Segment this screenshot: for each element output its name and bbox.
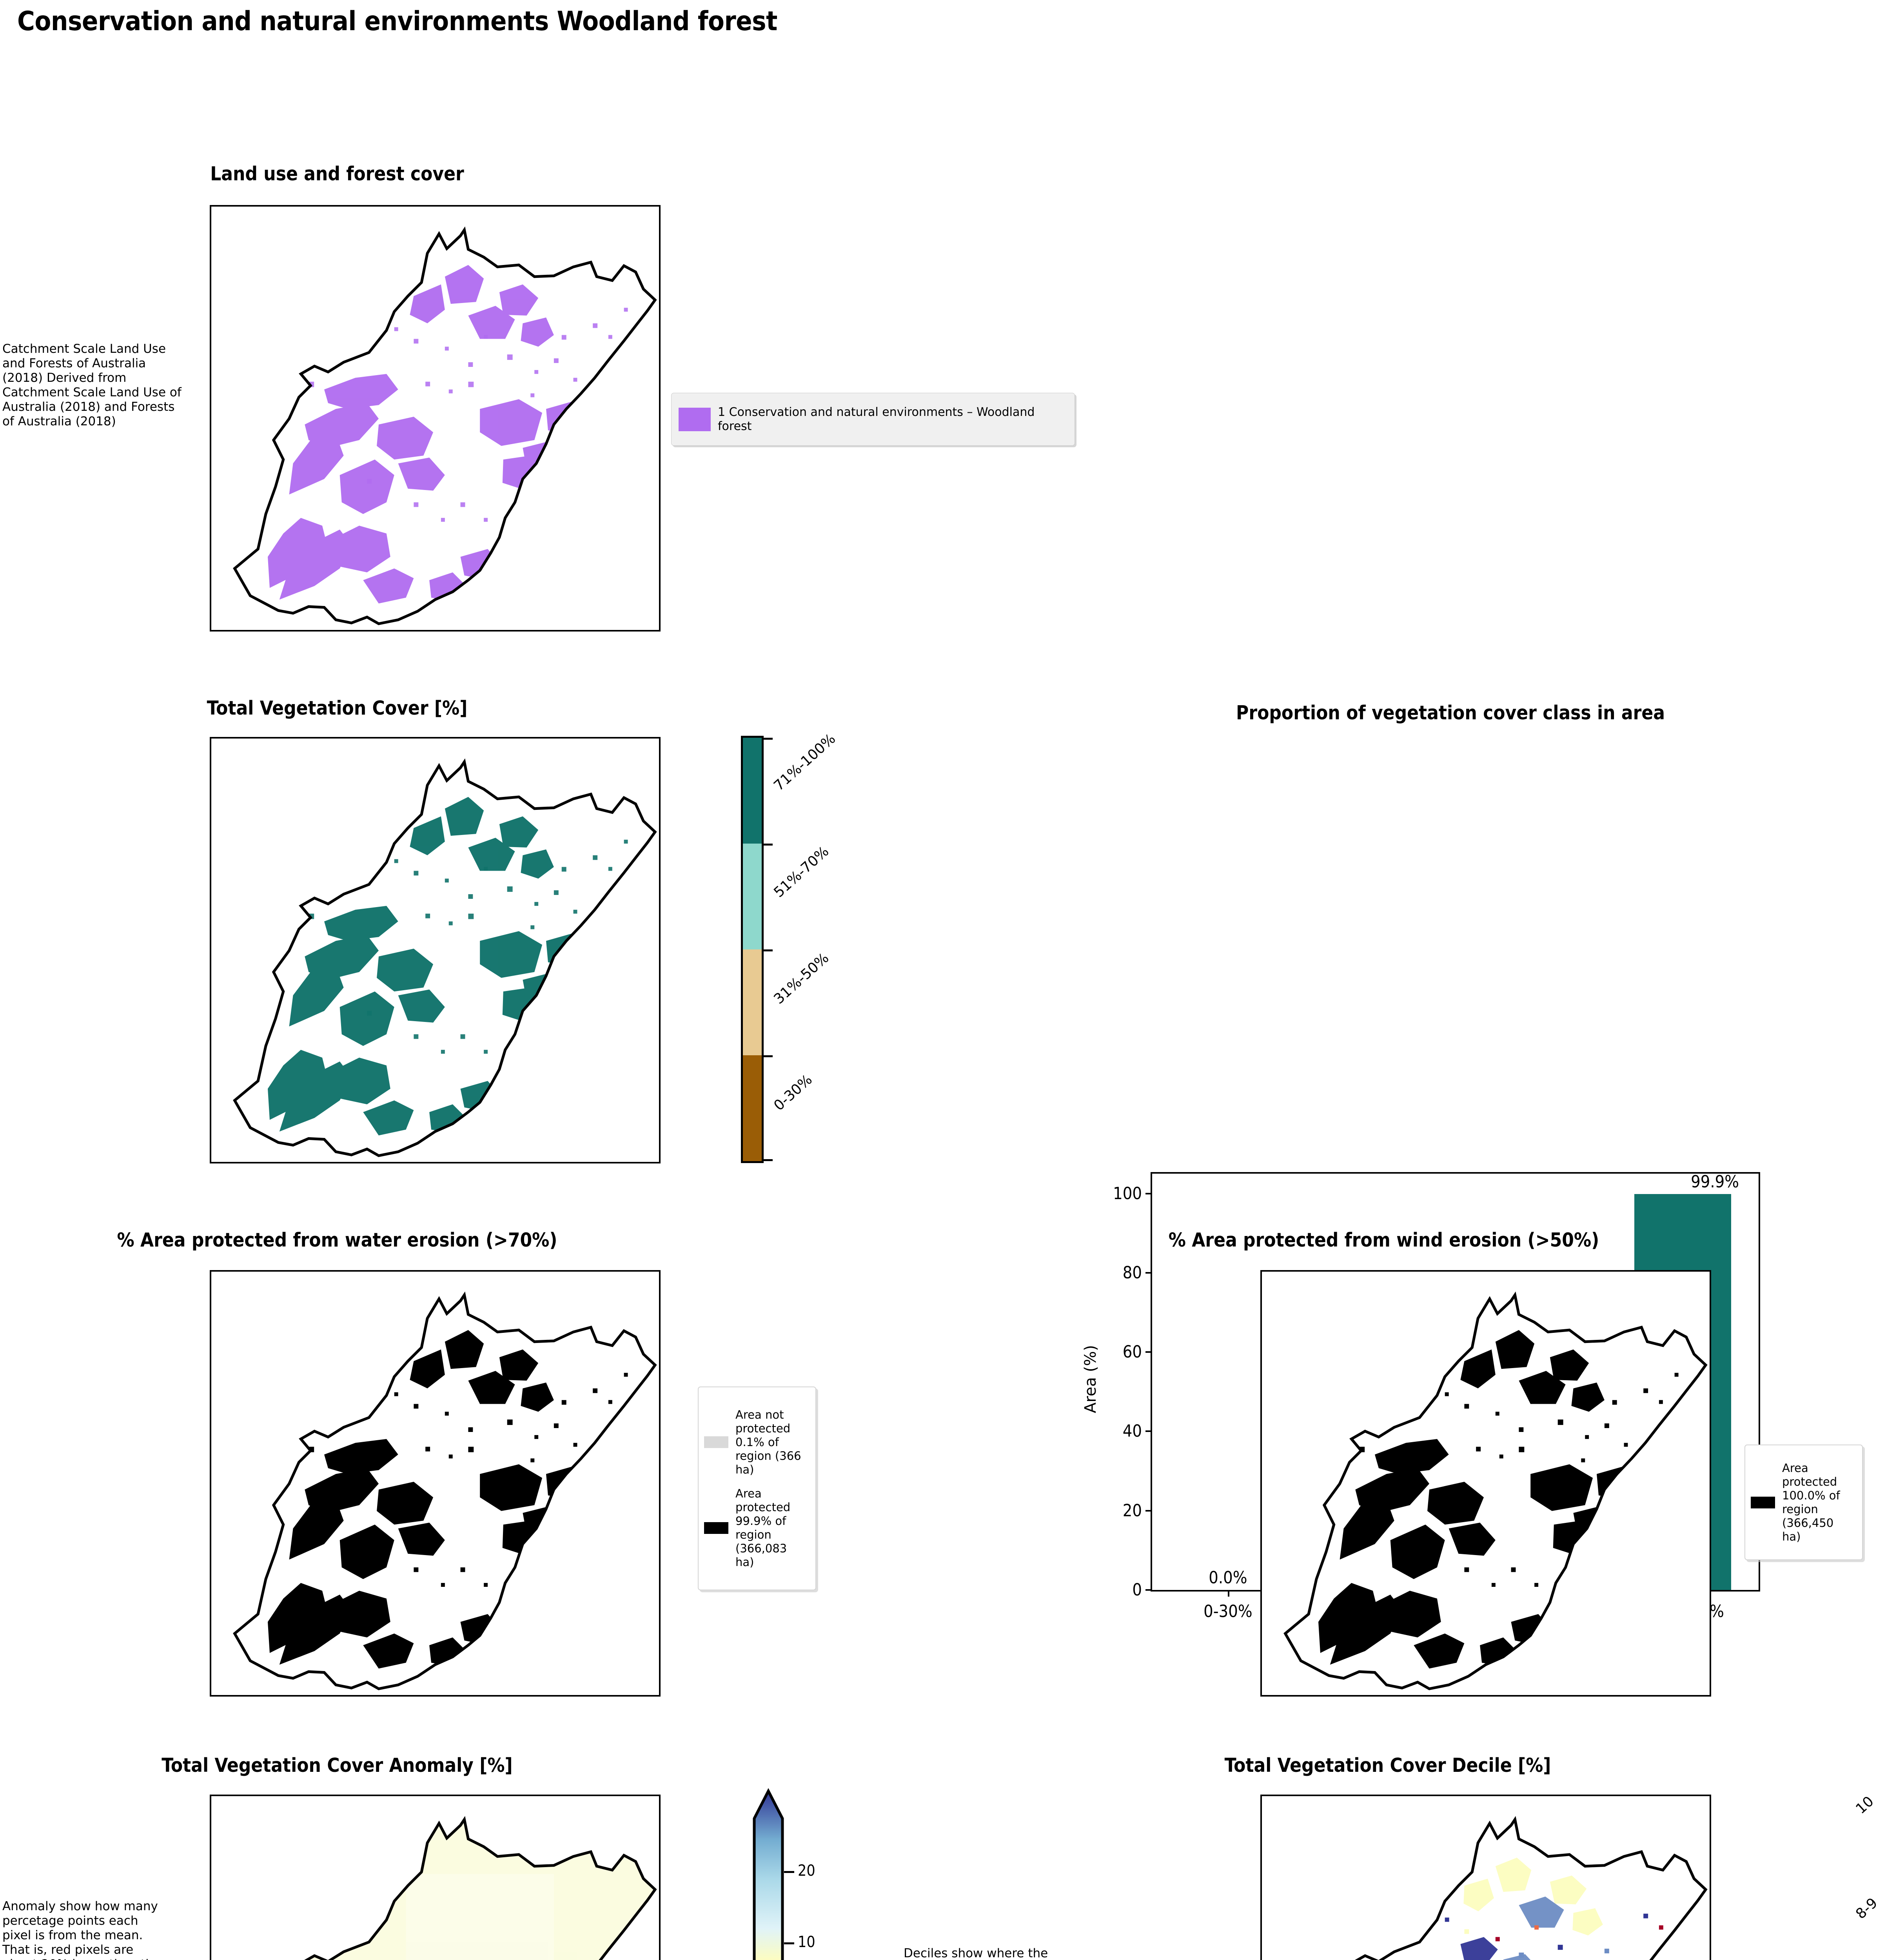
water-legend-row-not-protected: Area not protected 0.1% of region (366 h… <box>704 1408 810 1477</box>
bar-ytick-0: 0 <box>1132 1580 1142 1600</box>
wind-legend-row-protected: Area protected 100.0% of region (366,450… <box>1751 1461 1857 1544</box>
decile-cbar-label-8-9: 8-9 <box>1853 1895 1881 1922</box>
cbar-seg-31-50 <box>743 949 762 1055</box>
veg-cover-map-graphic <box>233 758 657 1157</box>
anomaly-cbar-tick-10: 10 <box>798 1933 815 1951</box>
decile-map <box>1260 1795 1711 1960</box>
anomaly-cbar-tick-20: 20 <box>798 1862 815 1880</box>
bar-ytick-80: 80 <box>1122 1263 1142 1283</box>
cbar-seg-0-30 <box>743 1055 762 1161</box>
bar-chart-y-axis-label: Area (%) <box>1082 1345 1100 1413</box>
water-erosion-map <box>210 1270 661 1697</box>
bar-xtick-0-30: 0-30% <box>1203 1602 1252 1621</box>
water-legend-label-not-protected: Area not protected 0.1% of region (366 h… <box>735 1408 801 1476</box>
land-use-map <box>210 205 661 632</box>
land-use-legend[interactable]: 1 Conservation and natural environments … <box>671 393 1075 446</box>
anomaly-explainer-note: Anomaly show how many percetage points e… <box>2 1899 161 1960</box>
water-legend-swatch-protected <box>704 1522 728 1534</box>
page-title: Conservation and natural environments Wo… <box>17 6 777 37</box>
veg-cbar-label-71-100: 71%-100% <box>771 731 839 794</box>
decile-panel-title: Total Vegetation Cover Decile [%] <box>1224 1754 1551 1777</box>
water-legend-swatch-not-protected <box>704 1436 728 1448</box>
water-erosion-map-graphic <box>233 1291 657 1690</box>
decile-explainer-note: Deciles show where the pixel value lies … <box>904 1946 1048 1960</box>
bar-ytick-20: 20 <box>1122 1501 1142 1521</box>
water-legend-label-protected: Area protected 99.9% of region (366,083 … <box>735 1486 791 1569</box>
wind-legend-swatch-protected <box>1751 1496 1775 1508</box>
anomaly-colorbar <box>753 1786 794 1960</box>
decile-map-graphic <box>1285 1816 1708 1960</box>
cbar-seg-51-70 <box>743 844 762 949</box>
decile-cbar-label-10: 10 <box>1853 1793 1877 1817</box>
anomaly-panel-title: Total Vegetation Cover Anomaly [%] <box>162 1754 513 1777</box>
bar-label-0-30: 0.0% <box>1209 1568 1247 1588</box>
land-use-panel-title: Land use and forest cover <box>210 163 464 185</box>
wind-erosion-map-graphic <box>1283 1291 1708 1690</box>
land-use-legend-swatch <box>679 407 711 431</box>
veg-cbar-label-51-70: 51%-70% <box>771 843 832 901</box>
anomaly-map <box>210 1795 661 1960</box>
veg-cover-panel-title: Total Vegetation Cover [%] <box>207 697 468 719</box>
anomaly-colorbar-graphic <box>753 1788 784 1960</box>
bar-ytick-100: 100 <box>1113 1183 1142 1203</box>
wind-erosion-legend[interactable]: Area protected 100.0% of region (366,450… <box>1744 1445 1863 1560</box>
land-use-source-note: Catchment Scale Land Use and Forests of … <box>2 342 182 428</box>
bar-ytick-60: 60 <box>1122 1342 1142 1362</box>
veg-cbar-label-31-50: 31%-50% <box>771 950 832 1007</box>
water-legend-row-protected: Area protected 99.9% of region (366,083 … <box>704 1487 810 1569</box>
veg-cbar-label-0-30: 0-30% <box>771 1071 815 1114</box>
veg-cover-colorbar <box>741 736 773 1163</box>
cbar-seg-71-100 <box>743 738 762 844</box>
wind-legend-label-protected: Area protected 100.0% of region (366,450… <box>1782 1461 1840 1543</box>
anomaly-map-graphic <box>234 1816 657 1960</box>
water-erosion-panel-title: % Area protected from water erosion (>70… <box>117 1229 557 1251</box>
veg-cover-map <box>210 737 661 1163</box>
bar-chart-title: Proportion of vegetation cover class in … <box>1236 702 1665 724</box>
wind-erosion-map <box>1260 1270 1711 1697</box>
water-erosion-legend[interactable]: Area not protected 0.1% of region (366 h… <box>698 1387 816 1590</box>
bar-ytick-40: 40 <box>1122 1421 1142 1441</box>
bar-label-71-100: 99.9% <box>1691 1172 1739 1192</box>
land-use-legend-label: 1 Conservation and natural environments … <box>718 405 1035 433</box>
wind-erosion-panel-title: % Area protected from wind erosion (>50%… <box>1168 1229 1599 1251</box>
land-use-map-graphic <box>233 226 657 625</box>
